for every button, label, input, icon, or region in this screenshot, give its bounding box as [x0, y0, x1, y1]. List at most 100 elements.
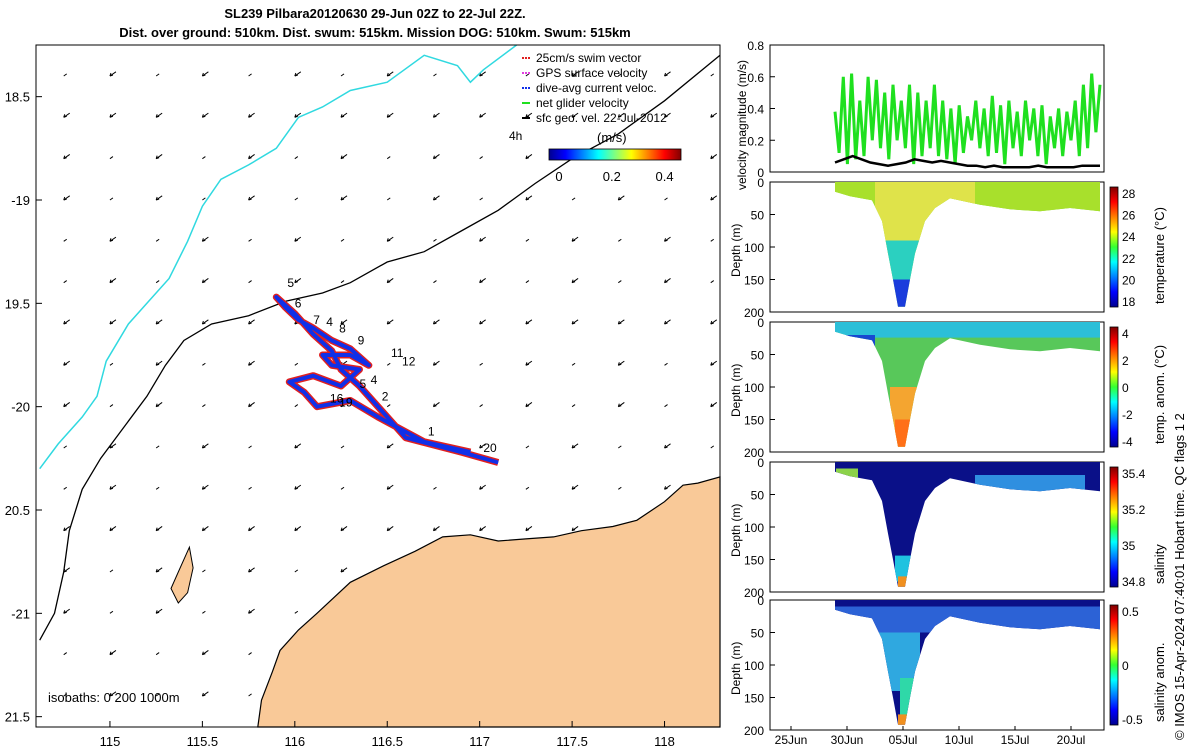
track-day-label: 7: [313, 313, 320, 327]
legend-entry: GPS surface velocity: [536, 66, 647, 80]
map-y-tick-label: 18.5: [5, 90, 30, 105]
track-day-label: 2: [382, 389, 389, 403]
map-y-tick-label: 20.5: [5, 503, 30, 518]
map-y-tick-label: -20: [11, 400, 30, 415]
profile-colorbar: [1109, 604, 1119, 726]
depth-tick-label: 200: [744, 724, 764, 738]
map-x-tick-label: 116.5: [371, 734, 403, 749]
colorbar-tick-label: 26: [1122, 209, 1136, 223]
map-y-tick-label: 19.5: [5, 296, 30, 311]
depth-tick-label: 0: [757, 316, 764, 330]
track-day-label: 6: [295, 296, 302, 310]
colorbar-tick-label: 2: [1122, 354, 1129, 368]
depth-tick-label: 150: [744, 692, 764, 706]
time-x-tick-label: 30Jun: [831, 733, 864, 747]
depth-tick-label: 100: [744, 241, 764, 255]
time-series-panels: 0 0.2 0.4 0.6 0.8 velocity magnitude (m/s) 0 50…: [729, 39, 1167, 747]
track-day-label: 1: [428, 425, 435, 439]
track-day-label: 8: [339, 321, 346, 335]
colorbar-tick-label: -2: [1122, 408, 1133, 422]
depth-tick-label: 100: [744, 659, 764, 673]
profile-colorbar: [1109, 326, 1119, 448]
legend-time-scale: 4h: [509, 129, 522, 143]
time-x-tick-label: 05Jul: [889, 733, 918, 747]
colorbar-tick-label: 28: [1122, 187, 1136, 201]
depth-axis-label: Depth (m): [729, 364, 743, 417]
time-x-tick-label: 10Jul: [945, 733, 974, 747]
velocity-y-tick: 0: [757, 166, 764, 180]
depth-tick-label: 50: [751, 349, 765, 363]
map-x-tick-label: 118: [654, 734, 675, 749]
depth-tick-label: 0: [757, 176, 764, 190]
depth-tick-label: 50: [751, 489, 765, 503]
legend-entry: dive-avg current veloc.: [536, 81, 657, 95]
depth-tick-label: 200: [744, 586, 764, 600]
depth-tick-label: 100: [744, 521, 764, 535]
track-day-label: 4: [371, 373, 378, 387]
velocity-y-tick: 0.8: [747, 39, 764, 53]
profile-panel-temperature: 0 50 100 150 200 Depth (m) 28 26 24 22 20 18 tempera…: [729, 176, 1167, 320]
track-day-label: 5: [287, 276, 294, 290]
colorbar-tick-label: -0.5: [1122, 713, 1143, 727]
profile-panel-temp-anom: 0 50 100 150 200 Depth (m) 4 2 0 -2 -4 temp. anom. …: [729, 316, 1167, 460]
time-x-tick-label: 25Jun: [775, 733, 808, 747]
track-day-label: 16: [330, 392, 344, 406]
legend-entry: 25cm/s swim vector: [536, 51, 641, 65]
legend-entry: net glider velocity: [536, 96, 629, 110]
time-x-tick-label: 15Jul: [1001, 733, 1030, 747]
track-day-label: 4: [326, 315, 333, 329]
current-vector-field: [63, 71, 718, 697]
colorbar-tick-label: -4: [1122, 435, 1133, 449]
colorbar-tick-label: 18: [1122, 295, 1136, 309]
map-colorbar-tick: 0.4: [656, 169, 674, 184]
map-x-tick-label: 117: [469, 734, 490, 749]
profile-panel-sal-anom: 0 50 100 150 200 Depth (m) 0.5 0 -0.5 salinity an…: [729, 594, 1167, 738]
colorbar-label: temperature (°C): [1152, 207, 1167, 304]
colorbar-tick-label: 34.8: [1122, 575, 1146, 589]
colorbar-tick-label: 20: [1122, 273, 1136, 287]
colorbar-tick-label: 22: [1122, 252, 1136, 266]
depth-tick-label: 100: [744, 381, 764, 395]
depth-tick-label: 200: [744, 446, 764, 460]
track-current-vectors: [274, 295, 499, 465]
map-colorbar-tick: 0: [555, 169, 562, 184]
colorbar-label: salinity anom.: [1152, 643, 1167, 722]
profile-colorbar: [1109, 466, 1119, 588]
depth-tick-label: 150: [744, 274, 764, 288]
isobath-1000m: [39, 54, 721, 641]
depth-tick-label: 50: [751, 209, 765, 223]
depth-tick-label: 50: [751, 627, 765, 641]
colorbar-tick-label: 24: [1122, 230, 1136, 244]
profile-colorbar: [1109, 186, 1119, 308]
track-swim-vectors: [272, 293, 500, 466]
depth-tick-label: 0: [757, 456, 764, 470]
colorbar-label: temp. anom. (°C): [1152, 345, 1167, 444]
colorbar-tick-label: 0: [1122, 659, 1129, 673]
colorbar-tick-label: 0.5: [1122, 605, 1139, 619]
track-day-label: 12: [402, 354, 416, 368]
colorbar-tick-label: 0: [1122, 381, 1129, 395]
map-y-tick-label: 21.5: [5, 710, 30, 725]
chart-title-line2: Dist. over ground: 510km. Dist. swum: 51…: [119, 25, 631, 40]
colorbar-label: salinity: [1152, 544, 1167, 584]
map-x-tick-label: 115.5: [187, 734, 219, 749]
map-frame: [35, 44, 721, 728]
map-y-tick-label: -19: [11, 193, 30, 208]
depth-axis-label: Depth (m): [729, 504, 743, 557]
map-x-tick-label: 116: [284, 734, 305, 749]
legend-entry: sfc geo. vel. 22-Jul-2012: [536, 111, 667, 125]
track-day-label: 20: [483, 441, 497, 455]
velocity-y-tick: 0.6: [747, 71, 764, 85]
depth-tick-label: 0: [757, 594, 764, 608]
velocity-y-tick: 0.2: [747, 134, 764, 148]
isobath-200m: [39, 44, 518, 470]
depth-tick-label: 150: [744, 554, 764, 568]
map-x-tick-label: 115: [100, 734, 121, 749]
isobath-legend: isobaths: 0 200 1000m: [48, 690, 180, 705]
colorbar-tick-label: 35: [1122, 539, 1136, 553]
velocity-ylabel: velocity magnitude (m/s): [735, 60, 749, 190]
mainland-land: [257, 476, 721, 728]
velocity-y-tick: 0.4: [747, 103, 764, 117]
